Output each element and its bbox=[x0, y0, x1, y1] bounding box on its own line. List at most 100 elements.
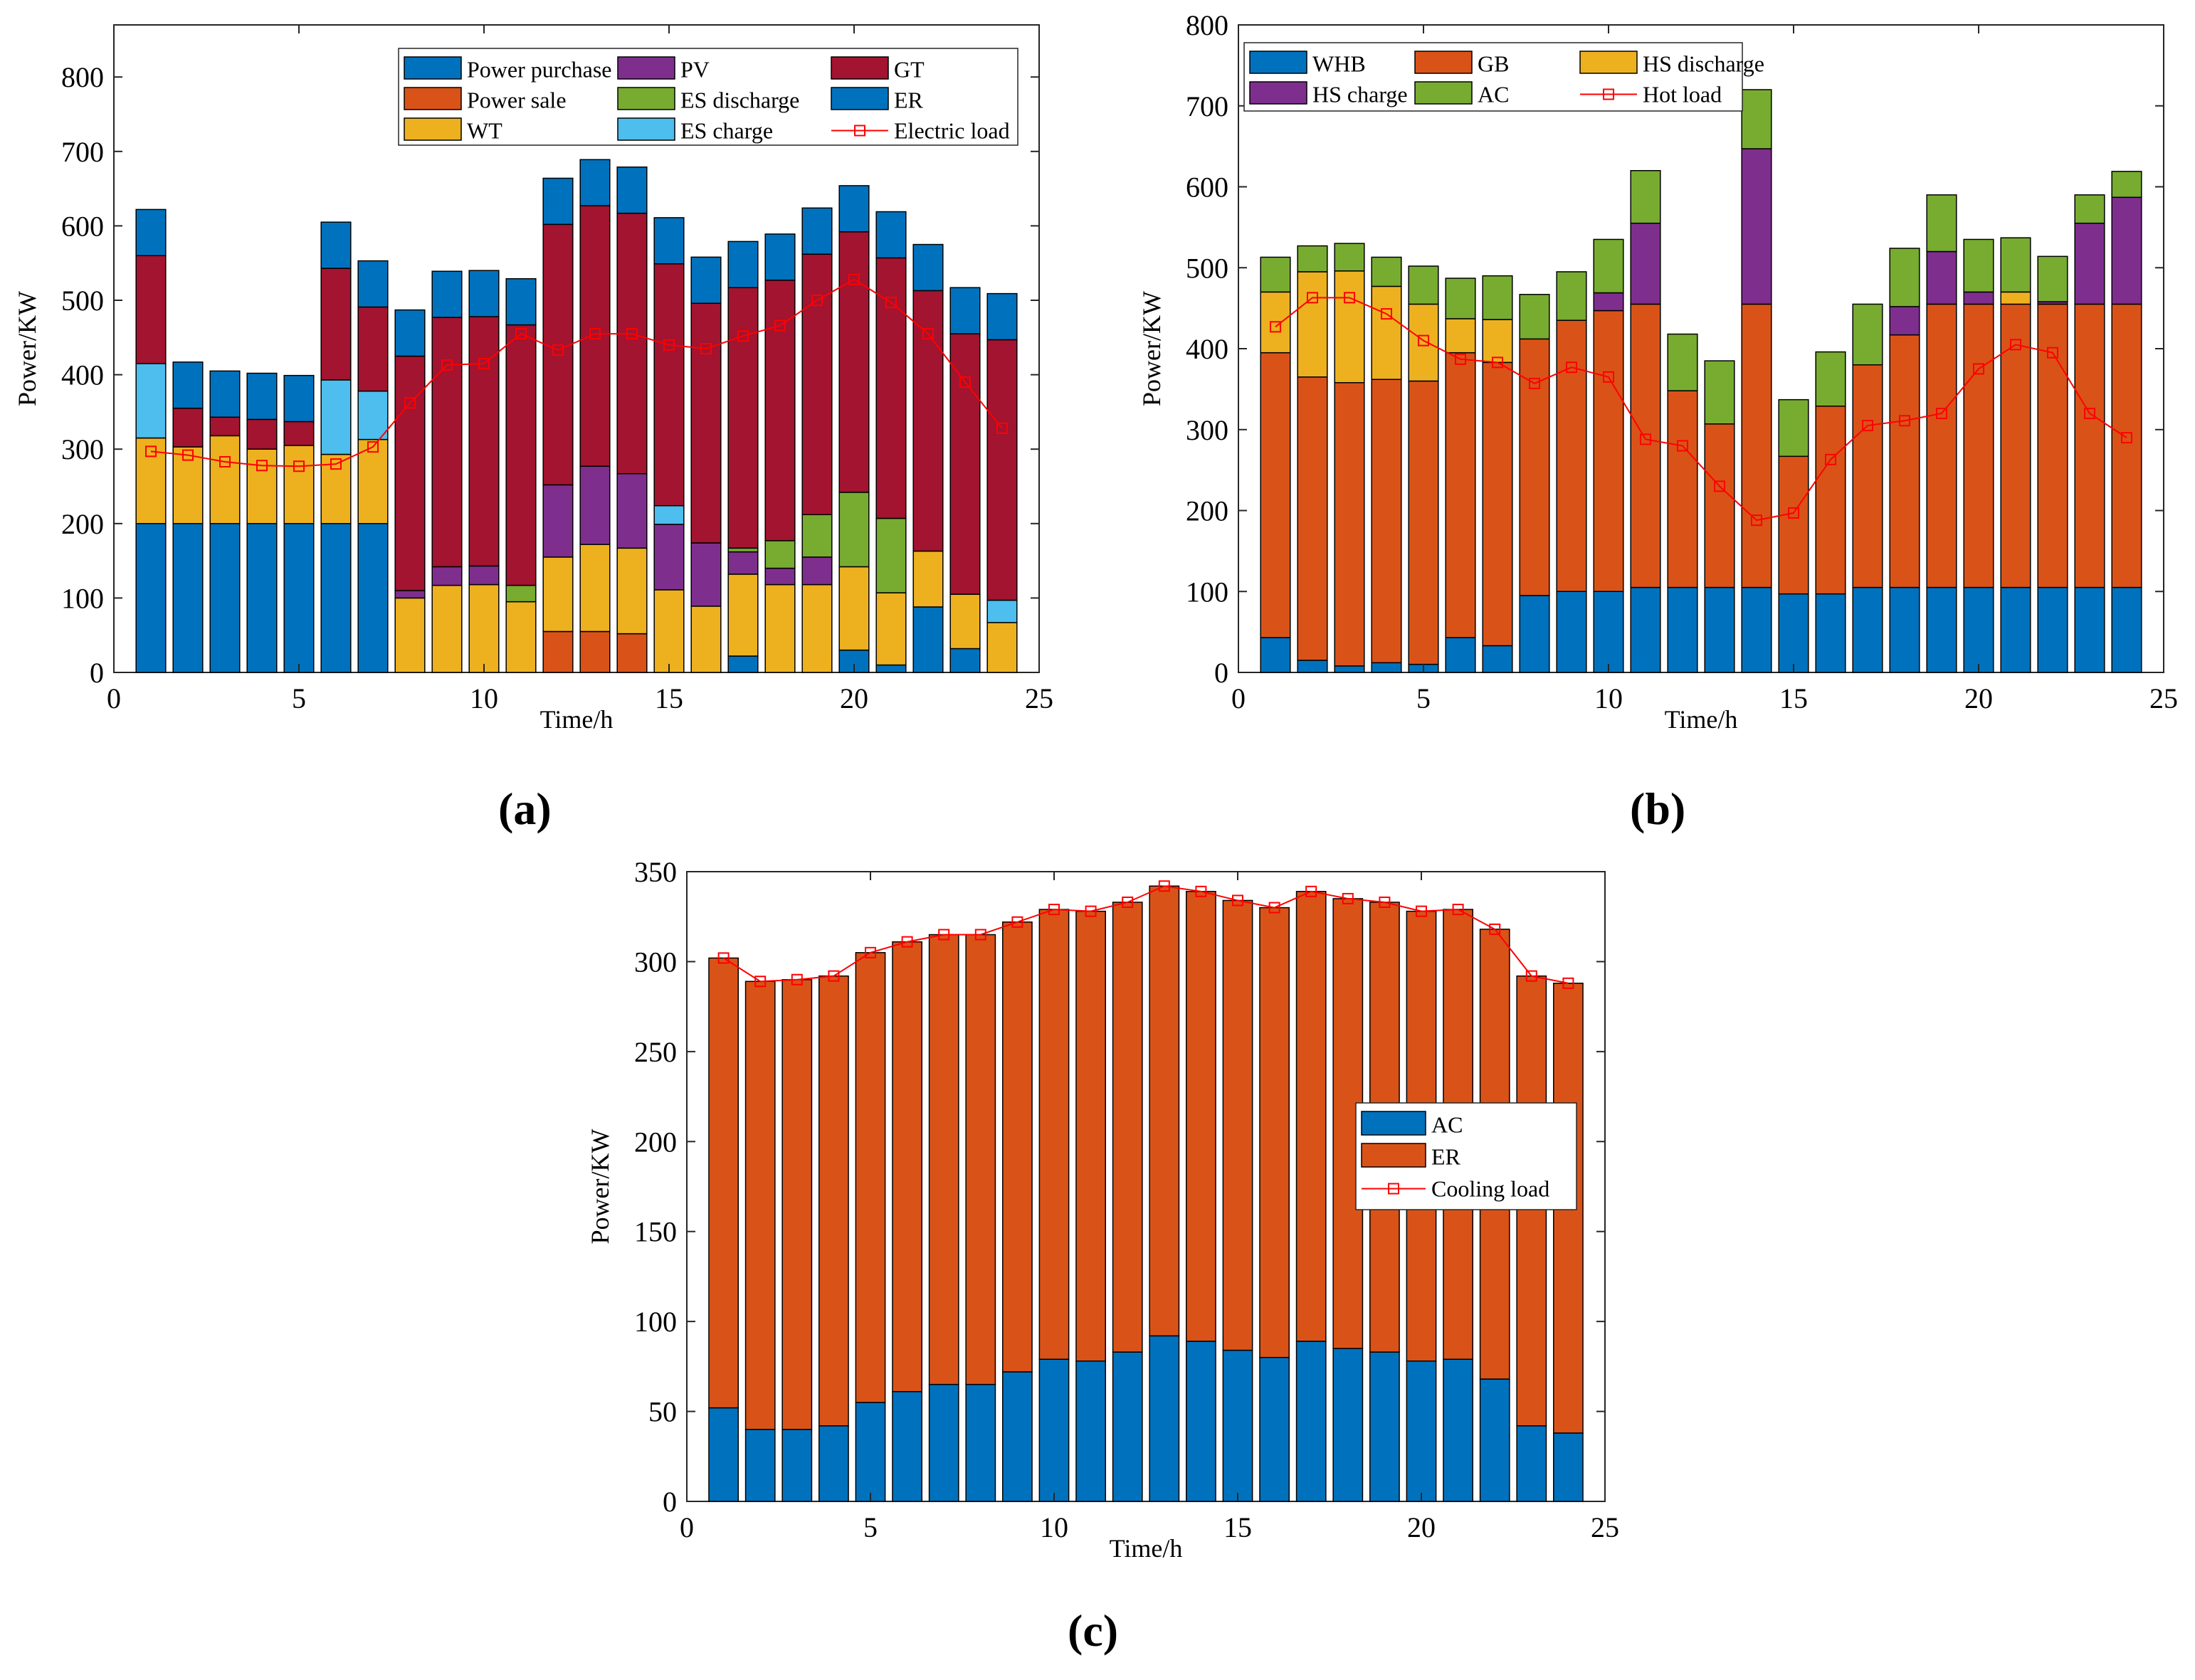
chart-b-bar-whb-t13 bbox=[1704, 586, 1735, 673]
chart-b-load-marker-t8 bbox=[1529, 377, 1540, 389]
chart-b-load-marker-t19 bbox=[1936, 408, 1947, 419]
chart-a-bar-er-t19 bbox=[801, 207, 833, 255]
chart-b-load-marker-t24 bbox=[2121, 432, 2132, 444]
chart-a-bar-wt-t2 bbox=[172, 446, 204, 524]
chart-c-bar-er-t8 bbox=[965, 934, 996, 1385]
chart-b-ytick-label: 400 bbox=[1186, 333, 1228, 365]
chart-a-load-marker-t20 bbox=[848, 273, 860, 285]
chart-c-ytick-label: 0 bbox=[663, 1486, 677, 1518]
chart-b-xtick-label: 5 bbox=[1416, 682, 1431, 714]
chart-b-bar-gb-t1 bbox=[1260, 352, 1291, 638]
chart-c-ytick-label: 150 bbox=[634, 1216, 677, 1248]
chart-b-bar-ac-t9 bbox=[1556, 271, 1587, 321]
chart-a-load-marker-t22 bbox=[922, 328, 934, 340]
chart-a-load-marker-t6 bbox=[330, 458, 342, 470]
chart-a-bar-power-purchase-below--t17 bbox=[727, 655, 759, 673]
chart-b-bar-hs-charge-t23 bbox=[2074, 222, 2105, 305]
chart-b-bar-gb-t10 bbox=[1593, 310, 1624, 592]
chart-a-bar-power-purchase-t4 bbox=[246, 523, 278, 673]
chart-b-bar-whb-t8 bbox=[1519, 595, 1550, 673]
chart-a-xtick-label: 25 bbox=[1025, 682, 1053, 714]
chart-a-bar-er-t1 bbox=[135, 208, 167, 257]
chart-a-bar-pv-t12 bbox=[542, 484, 574, 558]
chart-b-bar-ac-t24 bbox=[2111, 171, 2142, 199]
chart-b-bar-ac-t17 bbox=[1852, 303, 1883, 366]
chart-a-bar-wt-t21 bbox=[875, 592, 907, 666]
chart-b-bar-ac-t12 bbox=[1667, 333, 1698, 391]
chart-b-bar-whb-t20 bbox=[1963, 586, 1994, 673]
chart-a-bar-er-t24 bbox=[986, 292, 1018, 341]
chart-b-load-marker-t4 bbox=[1381, 308, 1392, 320]
chart-a-ytick-label: 100 bbox=[61, 582, 104, 614]
chart-b-bar-ac-t22 bbox=[2037, 255, 2068, 302]
chart-b-bar-hs-charge-t14 bbox=[1741, 148, 1772, 305]
chart-a-bar-power-purchase-t5 bbox=[283, 523, 315, 673]
chart-a-bar-power-sale-t13 bbox=[579, 630, 611, 673]
chart-c-x-axis-label: Time/h bbox=[1110, 1534, 1183, 1563]
chart-b-bar-ac-t15 bbox=[1778, 398, 1809, 458]
chart-a-bar-gt-t18 bbox=[764, 280, 796, 541]
chart-a-bar-gt-t13 bbox=[579, 205, 611, 467]
chart-c-legend-label-ac: AC bbox=[1431, 1112, 1463, 1138]
chart-a-bar-gt-t23 bbox=[949, 333, 981, 595]
chart-a-bar-wt-t19 bbox=[801, 583, 833, 673]
chart-b-load-marker-t18 bbox=[1899, 415, 1910, 427]
chart-a-bar-wt-t14 bbox=[616, 547, 648, 635]
chart-b-ytick-label: 200 bbox=[1186, 495, 1228, 527]
chart-a-bar-er-t7 bbox=[357, 260, 389, 308]
chart-c-xtick-label: 20 bbox=[1407, 1511, 1436, 1543]
chart-c-load-marker-t16 bbox=[1268, 902, 1280, 914]
chart-b-bar-whb-t23 bbox=[2074, 586, 2105, 673]
chart-a-load-marker-t8 bbox=[404, 397, 416, 409]
chart-a-bar-er-t3 bbox=[209, 370, 241, 418]
chart-a-legend-swatch-es-charge bbox=[617, 117, 675, 141]
chart-a-bar-gt-t10 bbox=[468, 316, 500, 567]
chart-a-bar-wt-t10 bbox=[468, 583, 500, 673]
chart-b-bar-ac-t6 bbox=[1445, 278, 1476, 319]
chart-b-ytick-label: 500 bbox=[1186, 252, 1228, 284]
chart-a-bar-gt-t21 bbox=[875, 257, 907, 519]
chart-b-ytick-label: 100 bbox=[1186, 576, 1228, 608]
chart-c-xtick-label: 5 bbox=[863, 1511, 878, 1543]
chart-b-legend-label-hs-charge: HS charge bbox=[1312, 82, 1408, 107]
chart-c-load-marker-t21 bbox=[1452, 904, 1464, 916]
chart-c-load-marker-t10 bbox=[1048, 904, 1060, 916]
chart-c-bar-er-t17 bbox=[1295, 891, 1327, 1342]
chart-b-legend-swatch-hs-charge bbox=[1249, 81, 1307, 105]
chart-c-bar-ac-t10 bbox=[1038, 1358, 1070, 1502]
chart-b-load-marker-t15 bbox=[1788, 507, 1799, 519]
chart-c-bar-ac-t1 bbox=[708, 1407, 739, 1502]
chart-b-legend-swatch-gb bbox=[1414, 51, 1473, 74]
chart-a-ytick-label: 200 bbox=[61, 508, 104, 540]
chart-c-bar-ac-t22 bbox=[1479, 1378, 1510, 1502]
chart-b-bar-gb-t24 bbox=[2111, 303, 2142, 588]
chart-c-bar-er-t15 bbox=[1222, 899, 1253, 1351]
chart-a-legend-label-pv: PV bbox=[680, 57, 710, 83]
chart-a-bar-power-purchase-t2 bbox=[172, 523, 204, 673]
chart-a-bar-wt-t18 bbox=[764, 583, 796, 673]
chart-b-load-marker-t17 bbox=[1862, 420, 1873, 432]
chart-a-bar-power-sale-t14 bbox=[616, 633, 648, 673]
chart-a-load-line bbox=[150, 278, 1003, 467]
chart-b-bar-ac-t19 bbox=[1926, 194, 1957, 253]
chart-c-bar-ac-t17 bbox=[1295, 1341, 1327, 1502]
chart-a-xtick-label: 0 bbox=[107, 682, 121, 714]
chart-a-bar-wt-t4 bbox=[246, 448, 278, 524]
chart-a-bar-wt-t23 bbox=[949, 593, 981, 650]
chart-a-bar-gt-t5 bbox=[283, 421, 315, 446]
chart-c-bar-er-t2 bbox=[744, 981, 776, 1430]
chart-a-bar-gt-t24 bbox=[986, 339, 1018, 601]
chart-b-bar-ac-t13 bbox=[1704, 360, 1735, 425]
chart-c-bar-ac-t14 bbox=[1186, 1341, 1216, 1502]
chart-b-bar-whb-t19 bbox=[1926, 586, 1957, 673]
chart-b-ytick-label: 300 bbox=[1186, 414, 1228, 446]
chart-a-bar-es-charge-t7 bbox=[357, 390, 389, 440]
chart-a-bar-er-t14 bbox=[616, 167, 648, 214]
chart-a-ytick-label: 800 bbox=[61, 61, 104, 93]
chart-b-bar-gb-t18 bbox=[1889, 334, 1920, 588]
chart-c-load-marker-t5 bbox=[865, 946, 876, 958]
chart-c-bar-ac-t2 bbox=[744, 1429, 776, 1502]
chart-c-ytick-label: 350 bbox=[634, 856, 677, 888]
chart-a-bar-er-t20 bbox=[838, 185, 870, 233]
chart-a-legend-swatch-pv bbox=[617, 56, 675, 80]
